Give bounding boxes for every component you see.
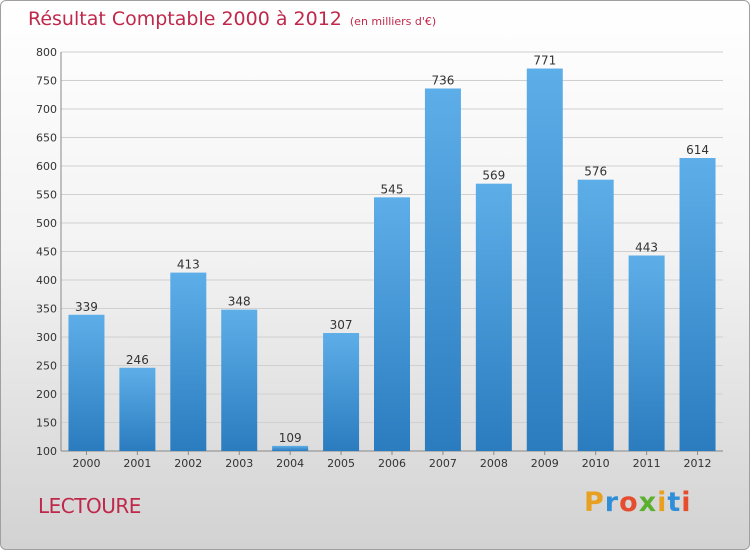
logo-letter: t: [667, 487, 682, 518]
x-tick-label: 2001: [123, 457, 151, 470]
data-label-2004: 109: [279, 431, 302, 445]
x-tick-label: 2005: [327, 457, 355, 470]
x-tick-label: 2007: [429, 457, 457, 470]
proxiti-logo[interactable]: Proxiti: [584, 487, 692, 518]
bar-2002: [170, 272, 207, 451]
bar-2008: [475, 183, 512, 452]
bar-2007: [424, 88, 461, 451]
logo-letter: r: [604, 487, 620, 518]
x-tick-label: 2003: [225, 457, 253, 470]
logo-letter: i: [657, 487, 668, 518]
data-label-2010: 576: [584, 165, 607, 179]
x-tick-label: 2011: [633, 457, 661, 470]
bar-2009: [526, 68, 563, 451]
x-tick-label: 2012: [684, 457, 712, 470]
y-tick-label: 400: [36, 274, 57, 287]
logo-letter: i: [681, 487, 692, 518]
y-tick-label: 200: [36, 388, 57, 401]
x-tick-label: 2004: [276, 457, 304, 470]
y-tick-label: 300: [36, 331, 57, 344]
data-label-2002: 413: [177, 258, 200, 272]
bar-2003: [221, 309, 258, 451]
bars: [68, 68, 716, 452]
bar-2000: [68, 314, 105, 451]
bar-2011: [628, 255, 665, 451]
y-tick-label: 550: [36, 189, 57, 202]
y-tick-label: 150: [36, 417, 57, 430]
y-tick-label: 700: [36, 103, 57, 116]
x-tick-label: 2008: [480, 457, 508, 470]
data-label-2000: 339: [75, 300, 98, 314]
data-label-2007: 736: [431, 73, 454, 87]
y-tick-label: 500: [36, 217, 57, 230]
logo-letter: x: [638, 487, 658, 518]
bar-2010: [577, 179, 614, 451]
y-tick-label: 250: [36, 360, 57, 373]
data-label-2005: 307: [330, 318, 353, 332]
chart-title: Résultat Comptable 2000 à 2012: [28, 8, 342, 30]
logo-letter: o: [619, 487, 639, 518]
bar-2004: [272, 445, 309, 451]
x-tick-label: 2002: [174, 457, 202, 470]
bar-2012: [679, 158, 716, 451]
y-tick-label: 100: [36, 445, 57, 458]
chart-title-block: Résultat Comptable 2000 à 2012 (en millie…: [28, 8, 436, 30]
chart-unit: (en milliers d'€): [349, 15, 437, 28]
x-tick-label: 2009: [531, 457, 559, 470]
data-labels: 339 246 413 348 109 307 545 736 569 771 576 443 614: [75, 54, 709, 445]
data-label-2009: 771: [533, 54, 556, 68]
bar-2006: [374, 197, 410, 451]
x-tick-label: 2000: [72, 457, 100, 470]
y-tick-label: 800: [36, 46, 57, 59]
data-label-2003: 348: [228, 295, 251, 309]
data-label-2011: 443: [635, 240, 658, 254]
bar-2005: [323, 333, 360, 451]
data-label-2008: 569: [482, 169, 505, 183]
y-tick-label: 350: [36, 303, 57, 316]
data-label-2012: 614: [686, 143, 709, 157]
data-label-2006: 545: [381, 182, 404, 196]
y-tick-label: 600: [36, 160, 57, 173]
y-tick-label: 450: [36, 246, 57, 259]
x-tick-label: 2010: [582, 457, 610, 470]
logo-letter: P: [584, 487, 605, 518]
bar-2001: [119, 367, 156, 451]
x-tick-label: 2006: [378, 457, 406, 470]
data-label-2001: 246: [126, 353, 149, 367]
city-name: LECTOURE: [38, 494, 141, 518]
y-tick-label: 650: [36, 132, 57, 145]
y-tick-label: 750: [36, 75, 57, 88]
